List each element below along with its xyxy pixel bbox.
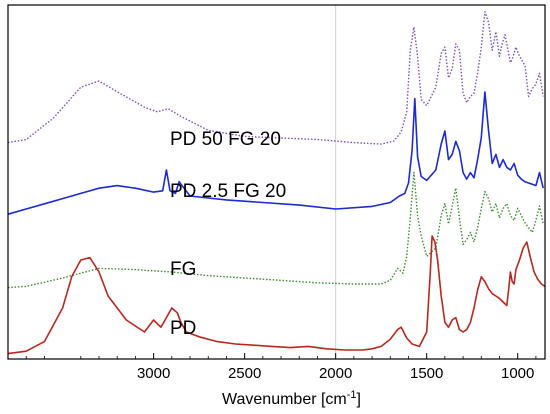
series-line-pd (7, 235, 546, 355)
x-axis-ticks: 3000 2500 2000 1500 1000 (25, 353, 537, 382)
x-axis-label-suffix: ] (357, 391, 361, 408)
series-label-pd-50-fg-20: PD 50 FG 20 (170, 129, 281, 150)
series-line-pd-50-fg-20 (7, 11, 544, 145)
plot-area: PD 50 FG 20 PD 2.5 FG 20 FG PD (7, 5, 546, 359)
x-tick-label-2500: 2500 (228, 365, 261, 382)
x-tick-label-3000: 3000 (137, 365, 170, 382)
series-line-fg (7, 171, 544, 289)
x-axis-label: Wavenumber [cm-1] (222, 389, 361, 408)
series-label-pd-2-5-fg-20: PD 2.5 FG 20 (170, 181, 286, 202)
x-tick-label-1500: 1500 (410, 365, 443, 382)
x-axis-label-main: Wavenumber [cm (222, 391, 347, 408)
series-label-pd: PD (170, 318, 196, 339)
x-tick-label-2000: 2000 (319, 365, 352, 382)
axes-frame (7, 4, 546, 360)
x-axis-label-superscript: -1 (347, 389, 357, 401)
x-tick-label-1000: 1000 (501, 365, 534, 382)
series-label-fg: FG (170, 259, 196, 280)
series-line-pd-2-5-fg-20 (7, 91, 544, 215)
series-group (7, 11, 546, 355)
series-labels: PD 50 FG 20 PD 2.5 FG 20 FG PD (170, 129, 286, 339)
